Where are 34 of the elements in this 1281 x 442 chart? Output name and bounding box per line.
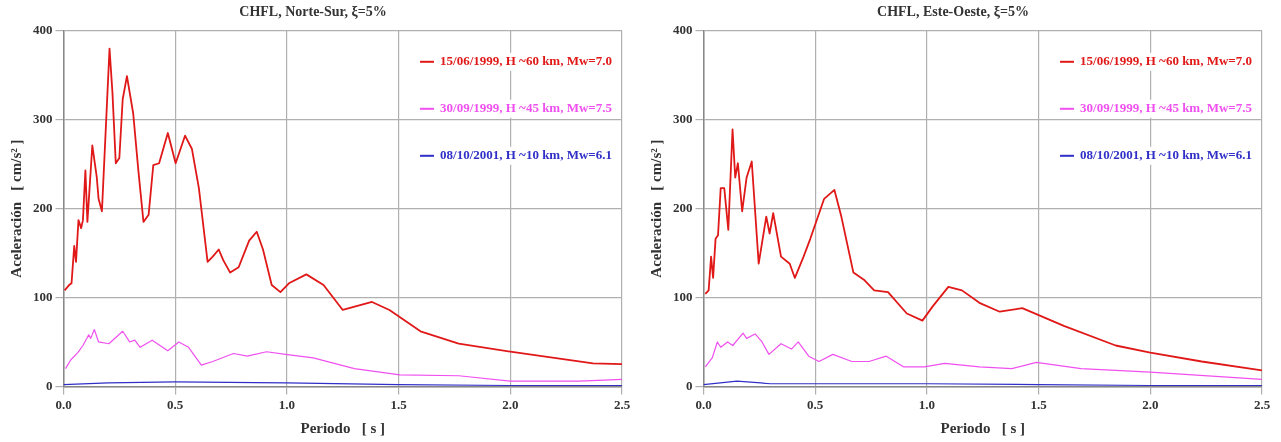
chart-title: CHFL, Norte-Sur, ξ=5% [239,4,387,20]
legend-label: 30/09/1999, H ~45 km, Mw=7.5 [440,100,613,116]
x-axis-title: Periodo [ s ] [940,419,1026,436]
legend-label: 15/06/1999, H ~60 km, Mw=7.0 [1080,53,1253,69]
y-tick-label: 400 [673,22,693,38]
x-tick-label: 1.5 [390,396,408,412]
legend-label: 08/10/2001, H ~10 km, Mw=6.1 [1080,147,1253,163]
y-tick-label: 100 [673,288,693,304]
chart-title: CHFL, Este-Oeste, ξ=5% [877,4,1029,20]
x-axis-title: Periodo [ s ] [300,419,386,436]
y-tick-label: 300 [673,111,693,127]
x-tick-label: 1.0 [278,396,296,412]
x-tick-label: 0.5 [807,396,824,412]
y-tick-label: 100 [33,288,53,304]
y-axis-title: Aceleración [ cm/s² ] [647,139,664,278]
x-tick-label: 0.0 [695,396,712,412]
y-axis-title: Aceleración [ cm/s² ] [7,139,24,278]
y-tick-label: 200 [673,199,693,215]
y-tick-label: 400 [33,22,53,38]
y-tick-label: 0 [686,377,693,393]
x-tick-label: 0.0 [55,396,72,412]
x-tick-label: 1.5 [1030,396,1048,412]
legend-label: 08/10/2001, H ~10 km, Mw=6.1 [440,147,613,163]
x-tick-label: 2.0 [1142,396,1159,412]
x-tick-label: 0.5 [167,396,184,412]
x-tick-label: 2.5 [1253,396,1271,412]
x-tick-label: 2.0 [502,396,519,412]
x-tick-label: 2.5 [613,396,631,412]
y-tick-label: 200 [33,199,53,215]
y-tick-label: 0 [46,377,53,393]
x-tick-label: 1.0 [918,396,936,412]
legend-label: 15/06/1999, H ~60 km, Mw=7.0 [440,53,613,69]
legend-label: 30/09/1999, H ~45 km, Mw=7.5 [1080,100,1253,116]
y-tick-label: 300 [33,111,53,127]
